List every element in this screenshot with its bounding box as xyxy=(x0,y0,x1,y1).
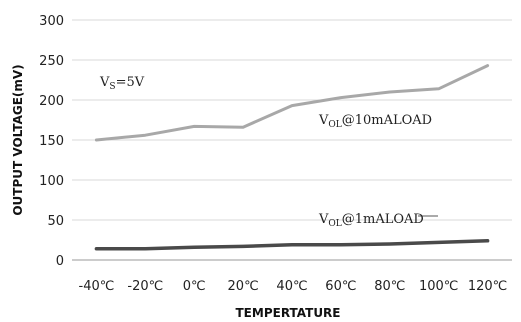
y-tick-label-150: 150 xyxy=(39,134,64,149)
y-tick-labels: 0 50 100 150 200 250 300 xyxy=(39,14,64,269)
x-tick-label-7: 100℃ xyxy=(419,279,458,294)
y-tick-label-100: 100 xyxy=(39,174,64,189)
y-tick-label-50: 50 xyxy=(47,214,64,229)
x-tick-label-4: 40℃ xyxy=(276,279,307,294)
vs-sub: S xyxy=(109,82,115,92)
lo-main: V xyxy=(318,212,329,227)
y-tick-label-0: 0 xyxy=(56,254,64,269)
supply-voltage-annotation: VS=5V xyxy=(99,75,145,92)
lo-sub: OL xyxy=(328,219,341,229)
x-tick-label-8: 120℃ xyxy=(468,279,507,294)
x-tick-label-3: 20℃ xyxy=(228,279,259,294)
series-line-0 xyxy=(94,64,490,142)
vs-rest: =5V xyxy=(116,75,145,90)
x-tick-label-0: -40℃ xyxy=(79,279,115,294)
x-axis-label: TEMPERTATURE xyxy=(236,306,341,320)
x-tick-label-2: 0℃ xyxy=(183,279,206,294)
series-lines xyxy=(94,64,490,251)
lo-rest: @1mALOAD xyxy=(342,212,424,227)
y-tick-label-300: 300 xyxy=(39,14,64,29)
y-tick-label-200: 200 xyxy=(39,94,64,109)
series-10ma-label: VOL@10mALOAD xyxy=(318,113,432,130)
x-tick-label-6: 80℃ xyxy=(374,279,405,294)
y-tick-label-250: 250 xyxy=(39,54,64,69)
series-line-1 xyxy=(94,239,490,251)
hi-main: V xyxy=(318,113,329,128)
y-axis-label: OUTPUT VOLTAGE(mV) xyxy=(11,64,25,215)
x-tick-labels: -40℃ -20℃ 0℃ 20℃ 40℃ 60℃ 80℃ 100℃ 120℃ xyxy=(79,279,508,294)
hi-sub: OL xyxy=(328,120,341,130)
vs-main: V xyxy=(99,75,110,90)
x-tick-label-1: -20℃ xyxy=(127,279,163,294)
hi-rest: @10mALOAD xyxy=(342,113,432,128)
series-1ma-label: VOL@1mALOAD xyxy=(318,212,424,229)
x-tick-label-5: 60℃ xyxy=(325,279,356,294)
gridlines xyxy=(72,19,512,261)
